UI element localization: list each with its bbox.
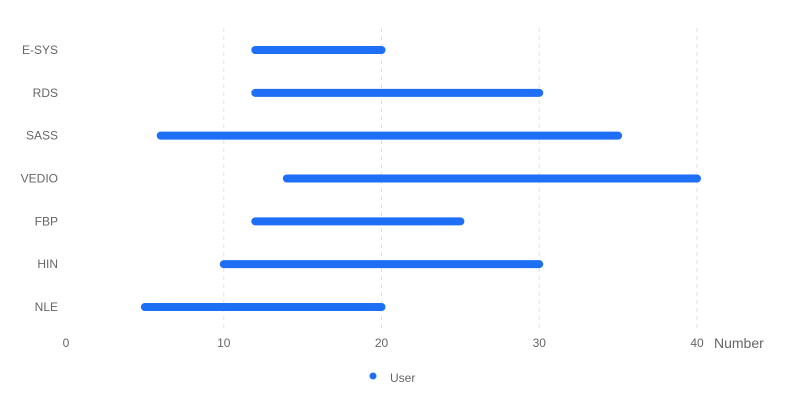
y-tick-label: VEDIO <box>21 172 58 186</box>
y-tick-label: E-SYS <box>22 43 58 57</box>
bars <box>140 46 701 311</box>
y-tick-label: SASS <box>26 129 58 143</box>
legend[interactable]: User <box>369 371 416 385</box>
y-tick-label: HIN <box>37 257 58 271</box>
y-tick-label: NLE <box>35 300 58 314</box>
x-tick-label: 10 <box>217 336 231 350</box>
x-tick-label: 30 <box>533 336 547 350</box>
legend-marker-user <box>369 372 377 380</box>
x-tick-label: 0 <box>63 336 70 350</box>
y-tick-label: FBP <box>35 214 58 228</box>
x-axis-title: Number <box>714 335 764 351</box>
x-tick-label: 20 <box>375 336 389 350</box>
y-tick-label: RDS <box>33 86 58 100</box>
legend-label-user: User <box>390 371 415 385</box>
x-axis-labels: 0 10 20 30 40 <box>63 336 704 350</box>
y-axis-labels: E-SYS RDS SASS VEDIO FBP HIN NLE <box>21 43 58 314</box>
x-tick-label: 40 <box>690 336 704 350</box>
grid <box>223 28 698 330</box>
